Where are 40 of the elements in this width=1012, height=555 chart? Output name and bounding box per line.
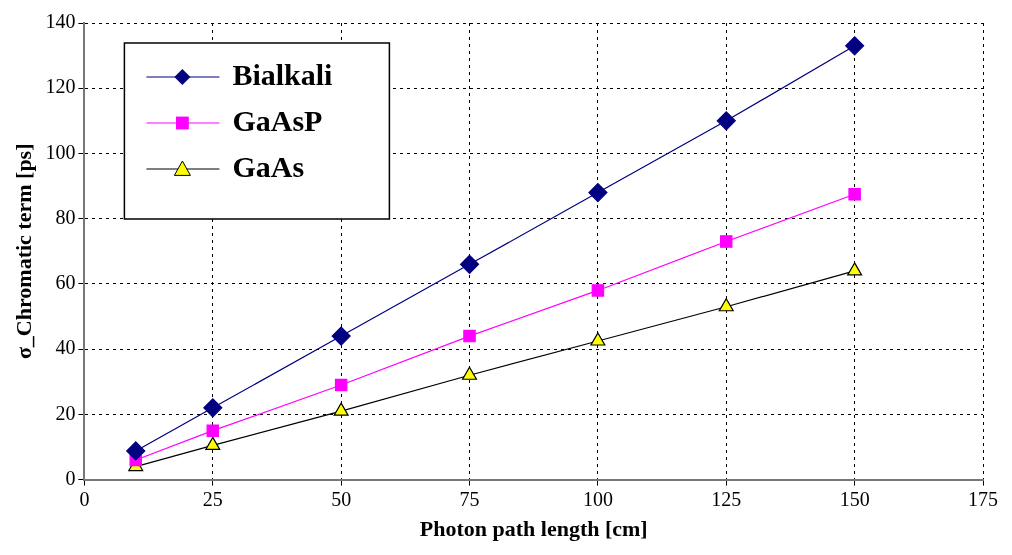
point xyxy=(463,329,476,343)
point xyxy=(718,298,734,312)
y-tick-label: 140 xyxy=(45,10,76,33)
y-tick-label: 100 xyxy=(45,140,76,163)
point xyxy=(333,402,349,416)
x-axis-title: Photon path length [cm] xyxy=(419,516,648,542)
point xyxy=(720,235,733,248)
x-tick-label: 100 xyxy=(582,487,613,510)
y-tick-label: 80 xyxy=(55,205,76,228)
x-tick-label: 175 xyxy=(968,487,998,510)
y-tick-label: 40 xyxy=(55,336,76,359)
y-axis-title: σ_Chromatic term [ps] xyxy=(10,143,36,360)
y-tick-label: 0 xyxy=(65,466,76,489)
point xyxy=(461,366,478,380)
x-tick-label: 0 xyxy=(79,487,90,510)
x-tick-label: 50 xyxy=(331,487,352,510)
legend-label: GaAsP xyxy=(232,103,323,137)
point xyxy=(126,441,146,461)
point xyxy=(847,262,863,276)
legend-label: GaAs xyxy=(232,149,305,183)
x-tick-label: 25 xyxy=(202,487,223,510)
point xyxy=(203,398,223,418)
legend-label: Bialkali xyxy=(232,57,333,91)
x-tick-label: 150 xyxy=(839,487,870,510)
point xyxy=(590,332,606,346)
x-tick-label: 125 xyxy=(711,487,742,510)
point xyxy=(848,187,861,201)
point xyxy=(459,254,480,274)
y-tick-label: 120 xyxy=(45,75,76,98)
y-tick-label: 20 xyxy=(55,401,76,424)
y-tick-label: 60 xyxy=(55,271,76,294)
x-tick-label: 75 xyxy=(459,487,480,510)
point xyxy=(206,424,220,437)
point xyxy=(716,111,736,131)
point xyxy=(588,182,608,203)
point xyxy=(845,36,865,56)
point xyxy=(331,326,351,346)
point xyxy=(205,436,221,450)
point xyxy=(591,284,605,297)
point xyxy=(334,378,348,392)
